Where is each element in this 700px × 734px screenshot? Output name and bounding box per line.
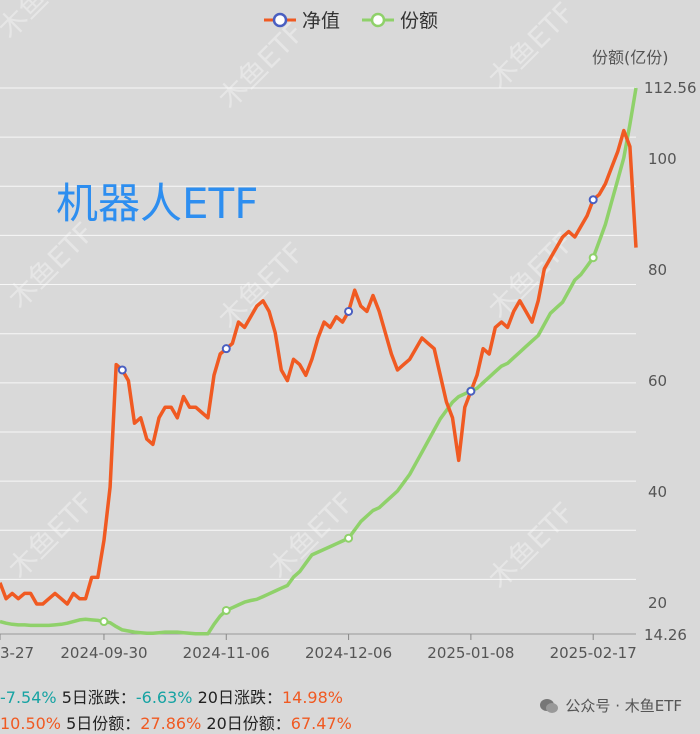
partial-change-value: -7.54% [0, 688, 57, 707]
d5-change-label: 5日涨跌： [61, 688, 136, 707]
y-tick-label: 80 [648, 261, 667, 279]
x-tick-label: 2025-02-17 [550, 644, 637, 662]
d20-change-label: 20日涨跌： [197, 688, 282, 707]
d5-change-value: -6.63% [135, 688, 193, 707]
watermark-text: 木鱼ETF [2, 486, 101, 585]
series-markers [99, 195, 598, 627]
legend: 净值 份额 [0, 6, 700, 33]
y-tick-label: 20 [648, 594, 667, 612]
d5-share-label: 5日份额： [66, 714, 141, 733]
footer-brand-label: 公众号 · 木鱼ETF [565, 697, 682, 715]
net-value-legend-icon [263, 12, 296, 27]
partial-share-value: 10.50% [0, 714, 62, 733]
footer-brand: 公众号 · 木鱼ETF [539, 695, 682, 716]
d20-share-value: 67.47% [290, 714, 352, 733]
x-tick-label: 2025-01-08 [427, 644, 514, 662]
right-axis-label: 份额(亿份) [592, 48, 669, 67]
x-tick-label: 2024-09-30 [60, 644, 147, 662]
d5-share-value: 27.86% [140, 714, 202, 733]
net-value-marker [117, 365, 127, 375]
series-net-value-line [0, 128, 638, 606]
wechat-icon [540, 698, 559, 713]
stats-row-share: 10.50% 5日份额：27.86% 20日份额：67.47% [0, 710, 352, 734]
d20-share-label: 20日份额： [206, 714, 291, 733]
share-legend-icon [362, 12, 394, 27]
net-value-marker [466, 386, 476, 396]
y-tick-label: 60 [648, 372, 667, 390]
watermark-text: 木鱼ETF [212, 236, 311, 335]
chart-overlay-title: 机器人ETF [56, 179, 259, 228]
y-tick-label-min: 14.26 [644, 626, 687, 644]
legend-item-net-value[interactable]: 净值 [262, 6, 340, 33]
y-tick-label-max: 112.56 [644, 79, 697, 97]
x-axis: 3-27 2024-09-30 2024-11-06 2024-12-06 2025-0… [0, 634, 637, 662]
right-y-axis: 20 40 60 80 100 14.26 112.56 [644, 79, 697, 644]
legend-label-net-value: 净值 [301, 10, 340, 32]
net-value-marker [588, 195, 598, 205]
legend-label-share: 份额 [400, 10, 439, 32]
share-marker [588, 253, 598, 263]
watermark-text: 木鱼ETF [482, 496, 581, 595]
x-tick-label: 2024-11-06 [183, 644, 270, 662]
net-value-marker [221, 344, 231, 354]
share-marker [221, 605, 231, 615]
y-tick-label: 40 [648, 483, 667, 501]
legend-item-share[interactable]: 份额 [360, 6, 438, 33]
x-tick-label: 3-27 [0, 644, 34, 662]
net-value-marker [344, 306, 354, 316]
share-marker [99, 617, 109, 627]
x-tick-label: 2024-12-06 [305, 644, 392, 662]
watermark-text: 木鱼ETF [482, 226, 581, 325]
share-marker [344, 533, 354, 543]
d20-change-value: 14.98% [281, 688, 343, 707]
y-tick-label: 100 [648, 150, 677, 168]
stats-row-change: -7.54% 5日涨跌：-6.63% 20日涨跌：14.98% [0, 684, 343, 708]
